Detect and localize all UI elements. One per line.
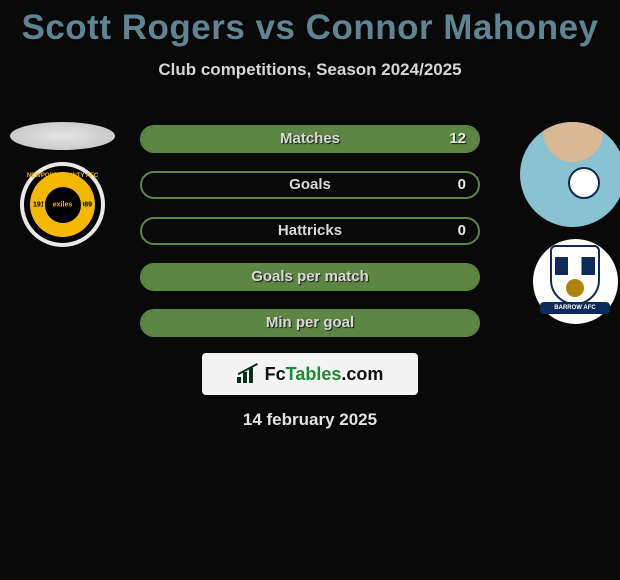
player-photo-left [10, 122, 115, 150]
bar-label: Goals [142, 173, 478, 197]
badge-year-left: 1912 [33, 201, 49, 208]
brand-badge[interactable]: FcTables.com [202, 353, 418, 395]
bar-goals-per-match: Goals per match [140, 263, 480, 291]
player-photo-right [520, 122, 620, 227]
barrow-stripes-icon [555, 257, 595, 275]
badge-text-top: NEWPORT COUNTY AFC [24, 173, 101, 179]
bar-chart-icon [237, 365, 259, 383]
footer-date: 14 february 2025 [0, 410, 620, 430]
barrow-banner: BARROW AFC [540, 302, 610, 314]
stats-bars: Matches 12 Goals 0 Hattricks 0 Goals per… [140, 125, 480, 355]
page-title: Scott Rogers vs Connor Mahoney [0, 0, 620, 48]
bar-value-right: 12 [449, 127, 466, 151]
left-player-column: NEWPORT COUNTY AFC 1912 1989 exiles [10, 122, 115, 247]
club-badge-newport: NEWPORT COUNTY AFC 1912 1989 exiles [20, 162, 105, 247]
bar-value-right: 0 [458, 173, 466, 197]
bar-min-per-goal: Min per goal [140, 309, 480, 337]
bar-label: Hattricks [142, 219, 478, 243]
bar-label: Matches [142, 127, 478, 151]
subtitle: Club competitions, Season 2024/2025 [0, 60, 620, 80]
barrow-ball-icon [566, 279, 584, 297]
brand-text: FcTables.com [265, 364, 384, 385]
bar-hattricks: Hattricks 0 [140, 217, 480, 245]
bar-matches: Matches 12 [140, 125, 480, 153]
badge-center-text: exiles [53, 201, 72, 208]
bar-goals: Goals 0 [140, 171, 480, 199]
bar-label: Goals per match [142, 265, 478, 289]
right-player-column: BARROW AFC [520, 122, 620, 324]
badge-year-right: 1989 [76, 201, 92, 208]
bar-label: Min per goal [142, 311, 478, 335]
bar-value-right: 0 [458, 219, 466, 243]
club-badge-barrow: BARROW AFC [533, 239, 618, 324]
